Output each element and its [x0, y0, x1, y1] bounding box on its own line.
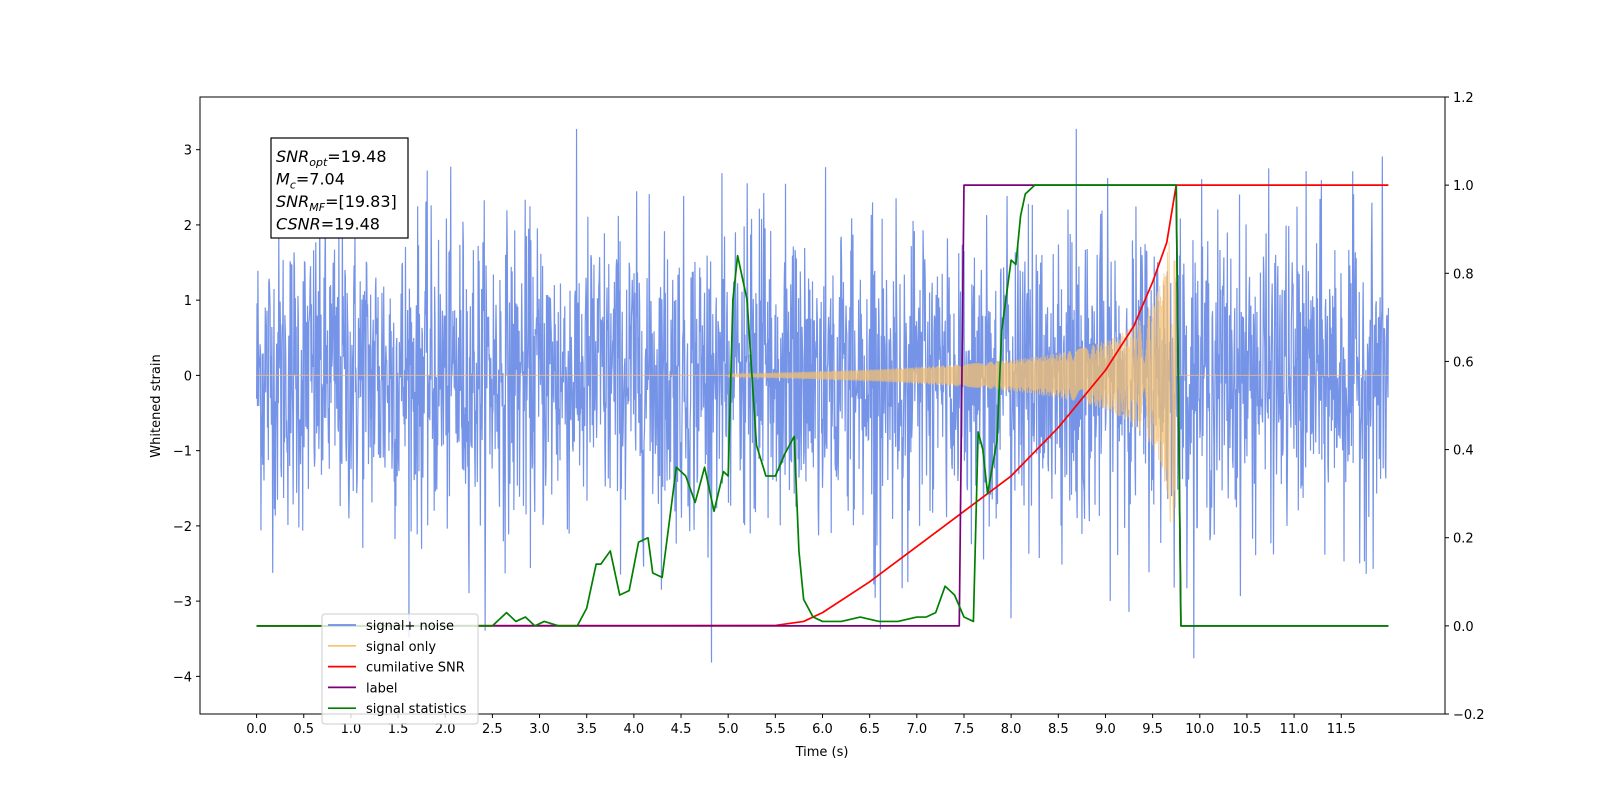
y-tick-label: −2: [173, 520, 192, 535]
x-tick-label: 5.0: [718, 722, 739, 737]
y2-tick-label: 0.6: [1453, 355, 1474, 370]
annotation-line: SNRopt=19.48: [276, 147, 387, 169]
y-tick-label: 0: [184, 369, 192, 384]
x-tick-label: 1.5: [388, 722, 409, 737]
y2-tick-label: 1.0: [1453, 179, 1474, 194]
legend-frame: [321, 613, 479, 725]
x-tick-label: 3.5: [576, 722, 597, 737]
x-tick-label: 8.0: [1001, 722, 1022, 737]
x-tick-label: 7.5: [954, 722, 975, 737]
x-tick-label: 2.0: [435, 722, 456, 737]
x-tick-label: 10.0: [1185, 722, 1214, 737]
x-tick-label: 11.5: [1327, 722, 1356, 737]
y-axis-right: −0.2 0.0 0.2 0.4 0.6 0.8 1.0 1.2: [1445, 91, 1485, 723]
legend-label: label: [366, 681, 397, 696]
y-tick-label: 3: [184, 144, 192, 159]
y2-tick-label: −0.2: [1453, 708, 1485, 723]
x-tick-label: 9.0: [1095, 722, 1116, 737]
x-tick-label: 8.5: [1048, 722, 1069, 737]
x-tick-label: 0.0: [246, 722, 267, 737]
legend-label: signal+ noise: [366, 619, 454, 634]
x-tick-label: 7.0: [906, 722, 927, 737]
y-tick-label: −4: [173, 670, 192, 685]
x-tick-label: 6.5: [859, 722, 880, 737]
x-tick-label: 4.5: [671, 722, 692, 737]
x-axis: 0.0 0.5 1.0 1.5 2.0 2.5 3.0 3.5 4.0 4.5 5.0 5.5 6.0 6…: [246, 714, 1356, 737]
x-tick-label: 2.5: [482, 722, 503, 737]
annotation-box: SNRopt=19.48Mc=7.04SNRMF=[19.83]CSNR=19.…: [270, 137, 409, 239]
y2-tick-label: 0.0: [1453, 620, 1474, 635]
y2-tick-label: 0.8: [1453, 267, 1474, 282]
y2-tick-label: 0.4: [1453, 444, 1474, 459]
series-line-signal-statistics: [256, 184, 1389, 627]
plot-area: [255, 128, 1390, 663]
legend-label: cumilative SNR: [366, 661, 465, 676]
annotation-frame: [270, 137, 409, 239]
x-tick-label: 1.0: [341, 722, 362, 737]
y-tick-label: 2: [184, 219, 192, 234]
y-axis-left: −4 −3 −2 −1 0 1 2 3: [173, 144, 200, 685]
x-tick-label: 3.0: [529, 722, 550, 737]
x-axis-label: Time (s): [795, 745, 849, 760]
y2-tick-label: 0.2: [1453, 532, 1474, 547]
annotation-line: SNRMF=[19.83]: [276, 192, 397, 214]
legend-label: signal statistics: [366, 702, 467, 717]
y2-tick-label: 1.2: [1453, 91, 1474, 106]
x-tick-label: 10.5: [1232, 722, 1261, 737]
x-tick-label: 9.5: [1142, 722, 1163, 737]
annotation-line: Mc=7.04: [276, 170, 345, 192]
annotation-line: CSNR=19.48: [276, 215, 380, 234]
legend: signal+ noise signal only cumilative SNR la…: [321, 613, 479, 725]
legend-label: signal only: [366, 640, 436, 655]
series-line-signal-noise: [255, 128, 1390, 663]
y-tick-label: −3: [173, 595, 192, 610]
x-tick-label: 6.0: [812, 722, 833, 737]
x-tick-label: 5.5: [765, 722, 786, 737]
y-tick-label: −1: [173, 445, 192, 460]
x-tick-label: 4.0: [624, 722, 645, 737]
x-tick-label: 0.5: [293, 722, 314, 737]
y-axis-label: Whitened strain: [149, 354, 164, 457]
x-tick-label: 11.0: [1280, 722, 1309, 737]
series-line-signal-only: [256, 242, 1389, 523]
y-tick-label: 1: [184, 294, 192, 309]
